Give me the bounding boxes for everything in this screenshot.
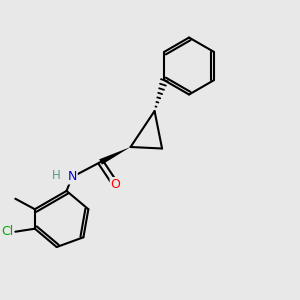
Text: H: H <box>52 169 61 182</box>
Text: Cl: Cl <box>1 225 13 238</box>
Text: O: O <box>111 178 121 191</box>
Polygon shape <box>99 147 130 165</box>
Text: N: N <box>68 170 77 184</box>
